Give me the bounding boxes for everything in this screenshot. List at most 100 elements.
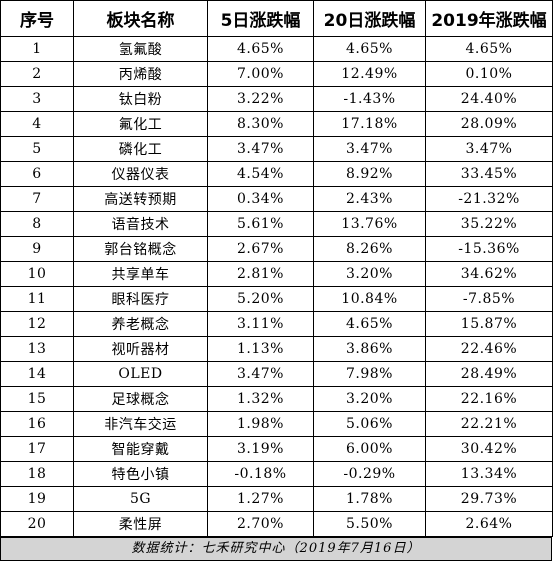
cell-20day-change: -0.29% (313, 461, 426, 487)
cell-index: 3 (0, 86, 74, 112)
table-row: 7 高送转预期 0.34% 2.43% -21.32% (0, 186, 553, 212)
cell-5day-change: 7.00% (207, 61, 314, 87)
cell-2019-change: 28.09% (425, 111, 553, 137)
cell-2019-change: 13.34% (425, 461, 553, 487)
cell-20day-change: 7.98% (313, 361, 426, 387)
cell-sector-name: 郭台铭概念 (73, 236, 208, 262)
cell-sector-name: 磷化工 (73, 136, 208, 162)
cell-sector-name: 非汽车交运 (73, 411, 208, 437)
cell-index: 17 (0, 436, 74, 462)
table-row: 1 氢氟酸 4.65% 4.65% 4.65% (0, 36, 553, 62)
table-row: 4 氟化工 8.30% 17.18% 28.09% (0, 111, 553, 137)
data-source-footer: 数据统计：七禾研究中心（2019年7月16日） (0, 537, 552, 561)
cell-sector-name: 智能穿戴 (73, 436, 208, 462)
cell-5day-change: 2.67% (207, 236, 314, 262)
cell-5day-change: 2.70% (207, 511, 314, 537)
cell-sector-name: 钛白粉 (73, 86, 208, 112)
cell-index: 10 (0, 261, 74, 287)
table-row: 20 柔性屏 2.70% 5.50% 2.64% (0, 511, 553, 537)
cell-5day-change: 3.19% (207, 436, 314, 462)
cell-sector-name: 柔性屏 (73, 511, 208, 537)
cell-5day-change: 3.47% (207, 361, 314, 387)
cell-index: 7 (0, 186, 74, 212)
cell-sector-name: 养老概念 (73, 311, 208, 337)
cell-20day-change: -1.43% (313, 86, 426, 112)
header-row: 序号 板块名称 5日涨跌幅 20日涨跌幅 2019年涨跌幅 (0, 0, 553, 37)
cell-2019-change: 34.62% (425, 261, 553, 287)
cell-5day-change: 5.20% (207, 286, 314, 312)
table-row: 8 语音技术 5.61% 13.76% 35.22% (0, 211, 553, 237)
cell-sector-name: 足球概念 (73, 386, 208, 412)
table-row: 2 丙烯酸 7.00% 12.49% 0.10% (0, 61, 553, 87)
table-row: 5 磷化工 3.47% 3.47% 3.47% (0, 136, 553, 162)
table-body: 1 氢氟酸 4.65% 4.65% 4.65% 2 丙烯酸 7.00% 12.49% 0.10% 3… (0, 36, 553, 537)
cell-2019-change: -21.32% (425, 186, 553, 212)
cell-5day-change: 8.30% (207, 111, 314, 137)
cell-20day-change: 5.06% (313, 411, 426, 437)
cell-sector-name: 氟化工 (73, 111, 208, 137)
cell-sector-name: 眼科医疗 (73, 286, 208, 312)
cell-2019-change: 22.21% (425, 411, 553, 437)
table-row: 12 养老概念 3.11% 4.65% 15.87% (0, 311, 553, 337)
cell-5day-change: 1.27% (207, 486, 314, 512)
cell-index: 6 (0, 161, 74, 187)
table-row: 18 特色小镇 -0.18% -0.29% 13.34% (0, 461, 553, 487)
cell-sector-name: 氢氟酸 (73, 36, 208, 62)
table-row: 19 5G 1.27% 1.78% 29.73% (0, 486, 553, 512)
cell-2019-change: 28.49% (425, 361, 553, 387)
table-row: 13 视听器材 1.13% 3.86% 22.46% (0, 336, 553, 362)
cell-index: 13 (0, 336, 74, 362)
cell-20day-change: 12.49% (313, 61, 426, 87)
table-row: 10 共享单车 2.81% 3.20% 34.62% (0, 261, 553, 287)
cell-index: 15 (0, 386, 74, 412)
header-cell-5day-change: 5日涨跌幅 (207, 0, 314, 37)
cell-20day-change: 17.18% (313, 111, 426, 137)
cell-20day-change: 2.43% (313, 186, 426, 212)
cell-2019-change: 15.87% (425, 311, 553, 337)
cell-index: 8 (0, 211, 74, 237)
cell-index: 19 (0, 486, 74, 512)
cell-2019-change: 0.10% (425, 61, 553, 87)
cell-sector-name: 仪器仪表 (73, 161, 208, 187)
cell-sector-name: 语音技术 (73, 211, 208, 237)
cell-index: 16 (0, 411, 74, 437)
table-row: 17 智能穿戴 3.19% 6.00% 30.42% (0, 436, 553, 462)
cell-2019-change: 33.45% (425, 161, 553, 187)
table-row: 11 眼科医疗 5.20% 10.84% -7.85% (0, 286, 553, 312)
cell-2019-change: 30.42% (425, 436, 553, 462)
cell-2019-change: 22.16% (425, 386, 553, 412)
cell-5day-change: 2.81% (207, 261, 314, 287)
table-row: 14 OLED 3.47% 7.98% 28.49% (0, 361, 553, 387)
cell-index: 4 (0, 111, 74, 137)
cell-20day-change: 8.26% (313, 236, 426, 262)
header-cell-index: 序号 (0, 0, 74, 37)
cell-5day-change: 0.34% (207, 186, 314, 212)
cell-20day-change: 4.65% (313, 311, 426, 337)
cell-index: 9 (0, 236, 74, 262)
cell-20day-change: 3.20% (313, 261, 426, 287)
cell-5day-change: 4.65% (207, 36, 314, 62)
cell-5day-change: 1.98% (207, 411, 314, 437)
table-row: 6 仪器仪表 4.54% 8.92% 33.45% (0, 161, 553, 187)
cell-sector-name: 共享单车 (73, 261, 208, 287)
table-row: 16 非汽车交运 1.98% 5.06% 22.21% (0, 411, 553, 437)
sector-performance-table: 序号 板块名称 5日涨跌幅 20日涨跌幅 2019年涨跌幅 1 氢氟酸 4.65% 4… (0, 0, 553, 537)
cell-5day-change: 3.47% (207, 136, 314, 162)
cell-index: 20 (0, 511, 74, 537)
header-cell-sector-name: 板块名称 (73, 0, 208, 37)
cell-index: 18 (0, 461, 74, 487)
cell-20day-change: 8.92% (313, 161, 426, 187)
cell-5day-change: 1.13% (207, 336, 314, 362)
cell-2019-change: 4.65% (425, 36, 553, 62)
cell-5day-change: 3.22% (207, 86, 314, 112)
cell-index: 12 (0, 311, 74, 337)
cell-5day-change: 1.32% (207, 386, 314, 412)
cell-2019-change: 2.64% (425, 511, 553, 537)
cell-index: 14 (0, 361, 74, 387)
cell-20day-change: 10.84% (313, 286, 426, 312)
table-row: 9 郭台铭概念 2.67% 8.26% -15.36% (0, 236, 553, 262)
cell-20day-change: 6.00% (313, 436, 426, 462)
cell-2019-change: 22.46% (425, 336, 553, 362)
cell-sector-name: 5G (73, 486, 208, 512)
